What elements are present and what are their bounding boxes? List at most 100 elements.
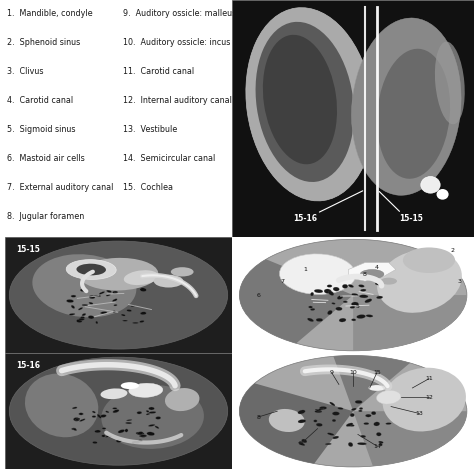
Ellipse shape xyxy=(149,411,156,413)
Ellipse shape xyxy=(383,368,466,431)
Ellipse shape xyxy=(352,293,358,296)
Ellipse shape xyxy=(328,310,332,315)
Ellipse shape xyxy=(107,290,111,292)
Ellipse shape xyxy=(125,429,128,432)
Text: 15-16: 15-16 xyxy=(16,361,40,370)
Ellipse shape xyxy=(328,291,334,295)
Ellipse shape xyxy=(109,436,112,438)
Ellipse shape xyxy=(379,443,383,446)
Ellipse shape xyxy=(333,436,339,439)
Ellipse shape xyxy=(92,416,96,418)
Text: 8: 8 xyxy=(363,272,367,277)
Ellipse shape xyxy=(92,411,95,413)
Ellipse shape xyxy=(165,388,200,411)
Ellipse shape xyxy=(346,423,353,427)
Ellipse shape xyxy=(365,299,372,303)
Ellipse shape xyxy=(316,318,323,321)
Ellipse shape xyxy=(92,441,97,444)
Ellipse shape xyxy=(324,289,331,293)
Ellipse shape xyxy=(298,419,306,423)
Text: 15-15: 15-15 xyxy=(16,245,40,254)
Ellipse shape xyxy=(113,311,116,312)
Ellipse shape xyxy=(79,258,158,291)
Text: 12: 12 xyxy=(425,395,433,400)
Ellipse shape xyxy=(77,319,84,321)
Ellipse shape xyxy=(336,307,342,310)
Ellipse shape xyxy=(136,432,144,435)
Ellipse shape xyxy=(333,287,339,291)
Ellipse shape xyxy=(82,313,86,316)
Text: 4.  Carotid canal: 4. Carotid canal xyxy=(7,96,73,105)
Ellipse shape xyxy=(147,432,155,436)
Ellipse shape xyxy=(351,302,358,306)
Ellipse shape xyxy=(352,319,356,321)
Wedge shape xyxy=(353,411,467,466)
Ellipse shape xyxy=(75,418,80,420)
Ellipse shape xyxy=(73,418,80,421)
Ellipse shape xyxy=(269,409,305,432)
Ellipse shape xyxy=(327,285,332,287)
Ellipse shape xyxy=(328,433,334,436)
Text: 7: 7 xyxy=(280,279,284,283)
Ellipse shape xyxy=(139,435,146,437)
Ellipse shape xyxy=(114,291,118,293)
Text: 15-15: 15-15 xyxy=(399,214,423,222)
Ellipse shape xyxy=(339,318,346,322)
Text: 5: 5 xyxy=(299,441,303,446)
Ellipse shape xyxy=(403,247,455,273)
Ellipse shape xyxy=(71,295,76,297)
Ellipse shape xyxy=(76,264,106,275)
Ellipse shape xyxy=(118,429,125,433)
Ellipse shape xyxy=(374,422,380,426)
Ellipse shape xyxy=(79,413,83,415)
Ellipse shape xyxy=(106,411,109,413)
Text: 5: 5 xyxy=(356,304,360,309)
Ellipse shape xyxy=(171,267,193,276)
Ellipse shape xyxy=(342,284,348,288)
Ellipse shape xyxy=(112,408,117,409)
Ellipse shape xyxy=(80,289,85,292)
Text: 8: 8 xyxy=(256,414,260,419)
Ellipse shape xyxy=(310,309,315,310)
Text: 8.  Jugular foramen: 8. Jugular foramen xyxy=(7,212,84,221)
Text: 12.  Internal auditory canal: 12. Internal auditory canal xyxy=(123,96,232,105)
Ellipse shape xyxy=(127,419,132,421)
Ellipse shape xyxy=(127,310,132,312)
Wedge shape xyxy=(239,383,353,464)
Polygon shape xyxy=(348,263,396,281)
Ellipse shape xyxy=(155,417,161,419)
Ellipse shape xyxy=(66,260,116,279)
Ellipse shape xyxy=(350,306,355,309)
Ellipse shape xyxy=(351,408,356,410)
Text: 15.  Cochlea: 15. Cochlea xyxy=(123,183,173,192)
Ellipse shape xyxy=(337,296,343,300)
FancyBboxPatch shape xyxy=(5,353,232,469)
Ellipse shape xyxy=(140,288,146,292)
Ellipse shape xyxy=(360,289,366,292)
Ellipse shape xyxy=(140,312,144,314)
Ellipse shape xyxy=(82,304,88,306)
Ellipse shape xyxy=(137,432,143,435)
Ellipse shape xyxy=(95,430,101,433)
Ellipse shape xyxy=(421,177,440,193)
Ellipse shape xyxy=(121,314,126,316)
Ellipse shape xyxy=(371,411,376,415)
Ellipse shape xyxy=(343,301,347,303)
Text: 13.  Vestibule: 13. Vestibule xyxy=(123,125,177,134)
Text: 9.  Auditory ossicle: malleus: 9. Auditory ossicle: malleus xyxy=(123,9,237,18)
Ellipse shape xyxy=(137,411,142,414)
Ellipse shape xyxy=(138,440,143,442)
Ellipse shape xyxy=(116,439,122,442)
Ellipse shape xyxy=(377,249,462,313)
Ellipse shape xyxy=(146,413,150,415)
Text: 2: 2 xyxy=(451,248,455,254)
Ellipse shape xyxy=(126,422,132,424)
Text: 14.  Semicircular canal: 14. Semicircular canal xyxy=(123,154,216,163)
Ellipse shape xyxy=(100,388,128,399)
Ellipse shape xyxy=(32,254,137,318)
Ellipse shape xyxy=(437,189,448,200)
Ellipse shape xyxy=(325,443,331,445)
Ellipse shape xyxy=(359,295,368,298)
Ellipse shape xyxy=(358,410,362,412)
Circle shape xyxy=(239,239,467,351)
